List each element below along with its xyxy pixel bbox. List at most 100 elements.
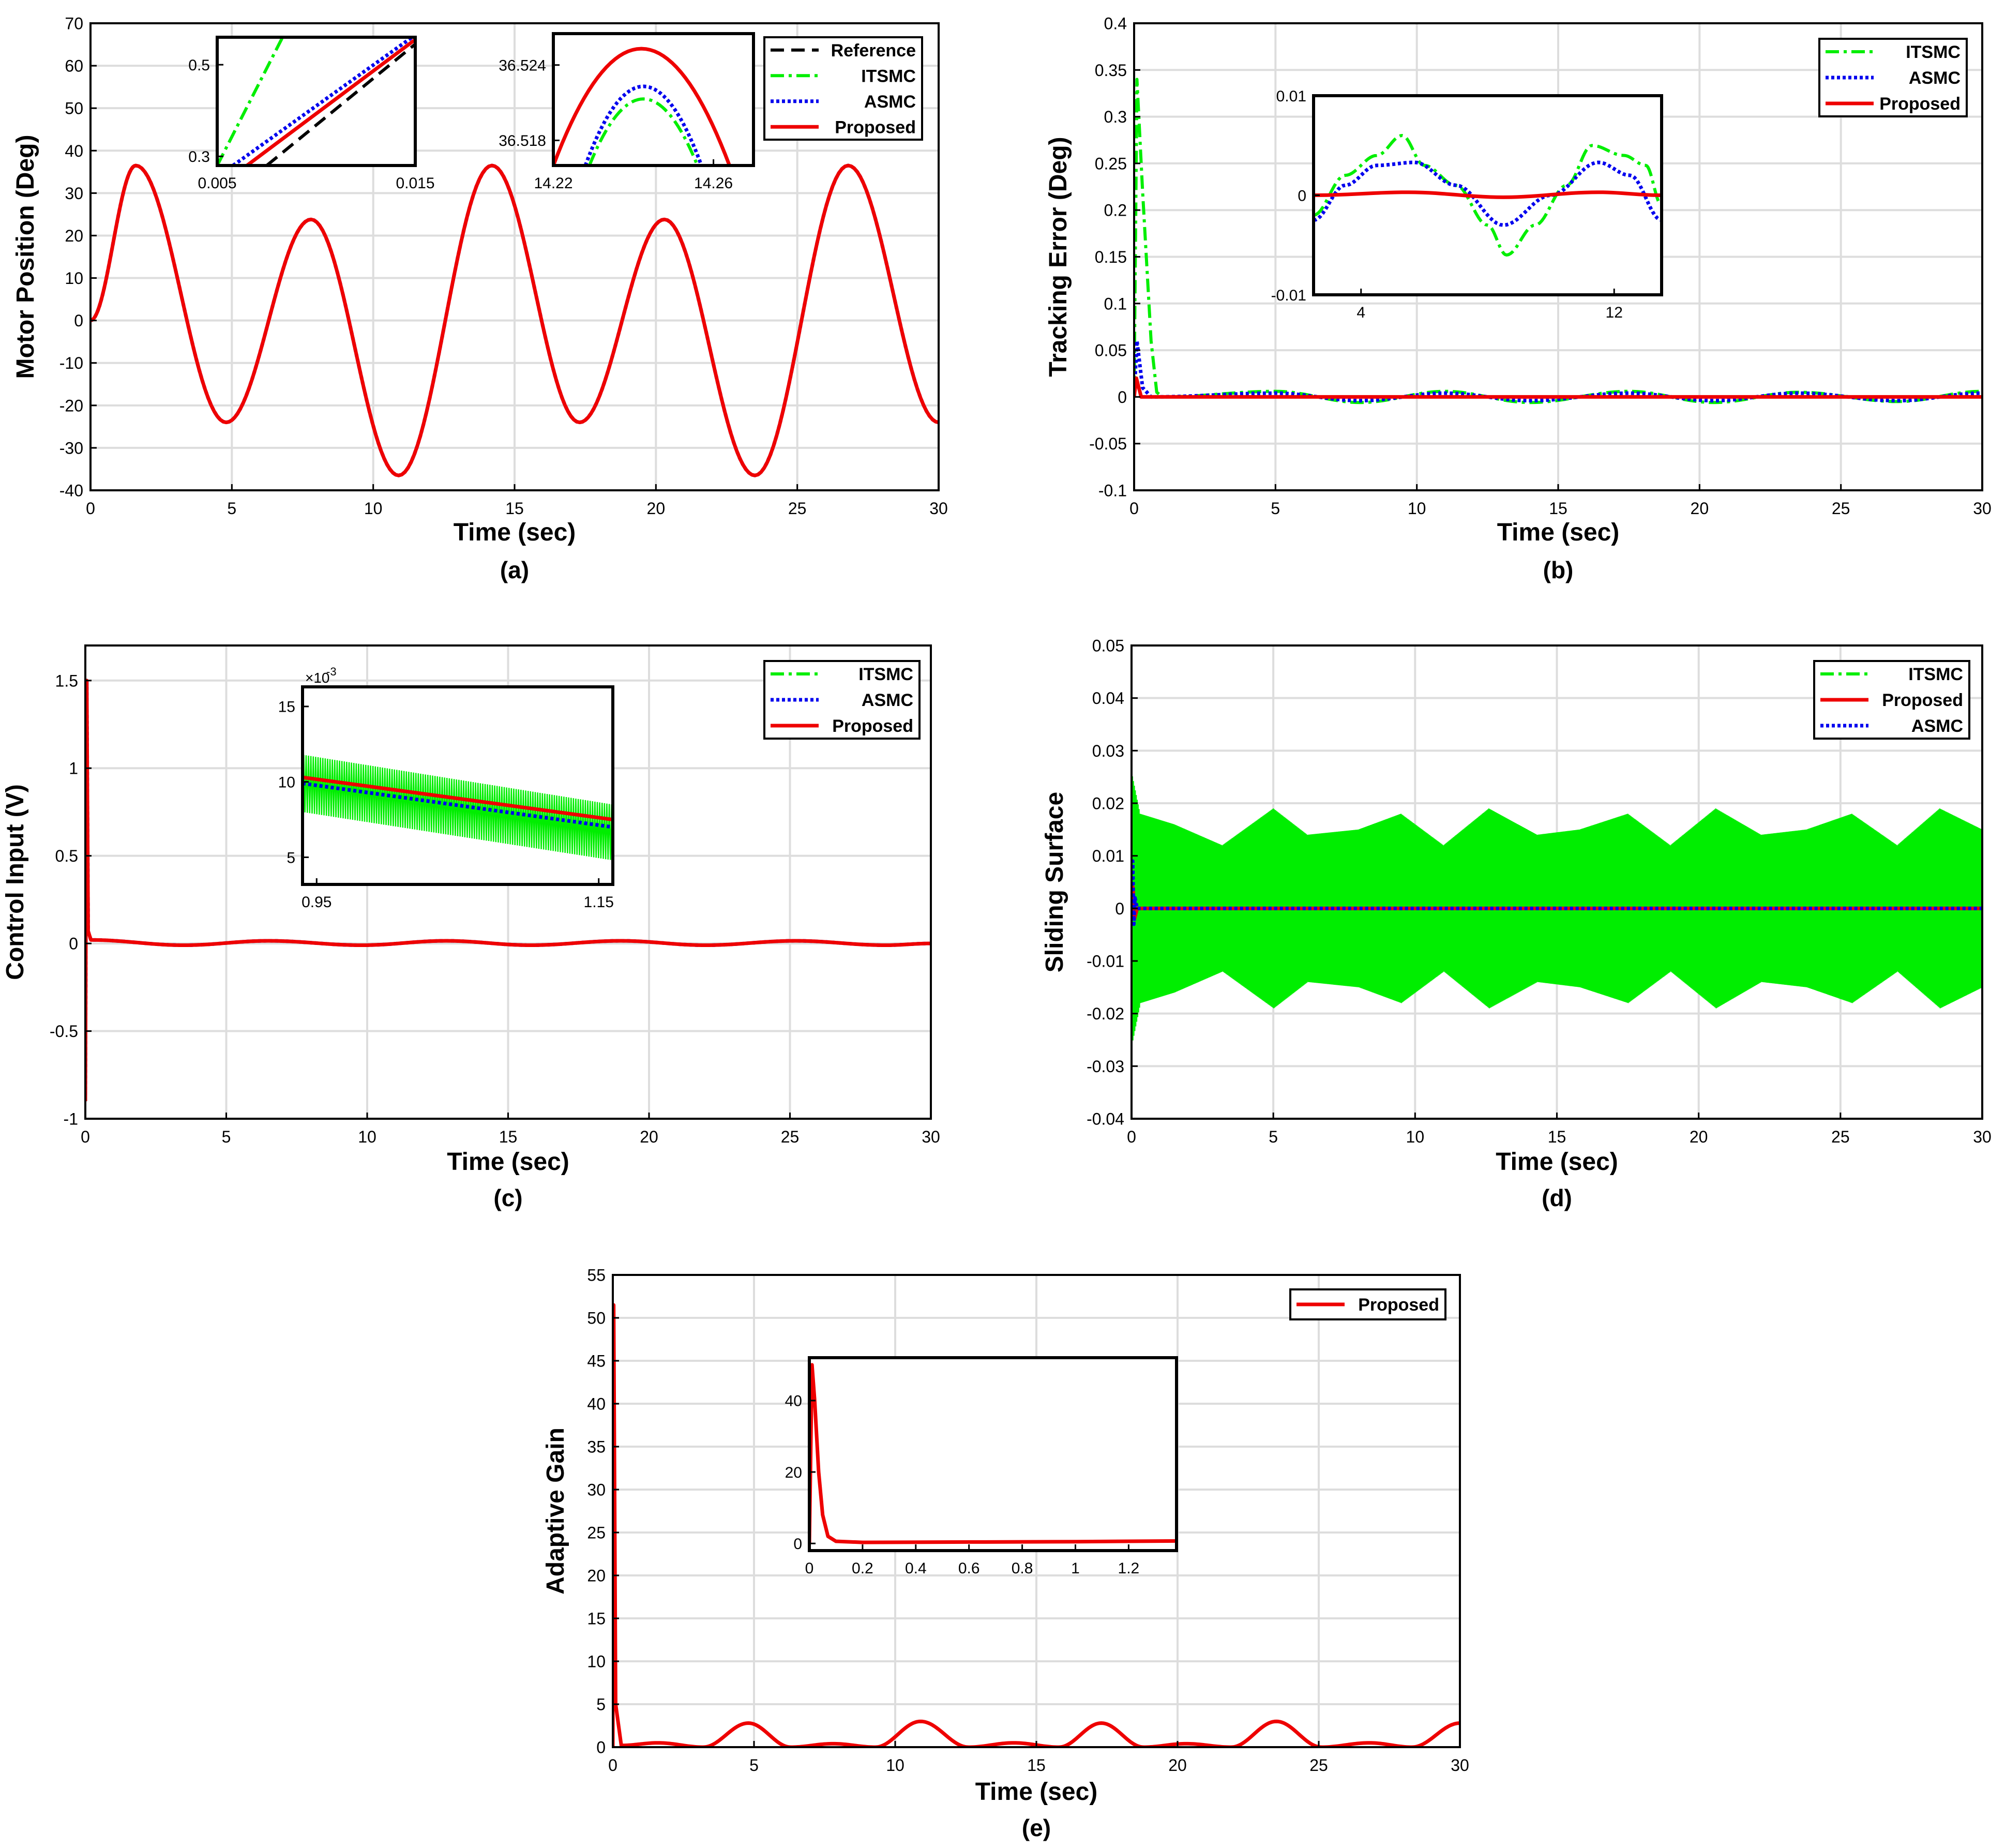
y-tick-label: 50 bbox=[587, 1309, 606, 1328]
y-tick-label: -30 bbox=[59, 439, 83, 457]
series-line-asmc bbox=[583, 84, 703, 166]
y-axis-label: Motor Position (Deg) bbox=[12, 135, 39, 379]
x-tick-label: 5 bbox=[749, 1756, 759, 1775]
y-tick-label: 0 bbox=[596, 1738, 606, 1757]
y-tick-label: 0.04 bbox=[1092, 689, 1124, 708]
series-line-proposed bbox=[553, 47, 731, 166]
x-tick-label: 12 bbox=[1606, 304, 1623, 321]
y-tick-label: 1 bbox=[69, 759, 78, 778]
x-tick-label: 15 bbox=[499, 1128, 518, 1146]
x-tick-label: 5 bbox=[1269, 1128, 1278, 1146]
y-tick-label: -0.01 bbox=[1271, 287, 1306, 304]
panel-caption: (b) bbox=[1543, 557, 1574, 583]
y-tick-label: -0.5 bbox=[50, 1022, 78, 1041]
legend-label-proposed: Proposed bbox=[1879, 94, 1961, 114]
panel-caption: (a) bbox=[500, 557, 529, 583]
y-tick-label: 25 bbox=[587, 1524, 606, 1542]
x-tick-label: 30 bbox=[1973, 499, 1992, 518]
y-tick-label: 50 bbox=[65, 99, 83, 118]
x-tick-label: 25 bbox=[788, 499, 807, 518]
inset-multiplier: ×10 bbox=[305, 670, 330, 686]
y-tick-label: 0.01 bbox=[1276, 88, 1306, 105]
x-tick-label: 0 bbox=[86, 499, 95, 518]
y-tick-label: 0.25 bbox=[1095, 154, 1127, 173]
x-tick-label: 25 bbox=[1831, 1128, 1850, 1146]
legend-label-asmc: ASMC bbox=[864, 92, 916, 112]
y-tick-label: -0.1 bbox=[1098, 482, 1127, 500]
series-line-proposed bbox=[303, 775, 613, 822]
x-tick-label: 1.15 bbox=[584, 894, 614, 911]
x-axis-label: Time (sec) bbox=[1496, 1148, 1618, 1176]
panel-a: 0 5 10 15 20 25 30 -40 -30 -20 -10 0 10 20 30 40 50 60 70 T… bbox=[12, 14, 948, 583]
y-tick-label: -20 bbox=[59, 396, 83, 415]
series-line-proposed bbox=[246, 38, 415, 166]
x-tick-label: 14.22 bbox=[534, 175, 572, 192]
y-tick-label: -0.04 bbox=[1087, 1110, 1124, 1129]
x-tick-label: 20 bbox=[647, 499, 666, 518]
x-tick-label: 5 bbox=[227, 499, 236, 518]
y-tick-label: -0.01 bbox=[1087, 952, 1124, 971]
y-tick-label: 70 bbox=[65, 14, 83, 33]
x-tick-label: 0.95 bbox=[301, 894, 331, 911]
y-axis-label: Sliding Surface bbox=[1041, 792, 1068, 972]
x-tick-label: 25 bbox=[1309, 1756, 1328, 1775]
x-tick-label: 1.2 bbox=[1118, 1560, 1140, 1577]
y-tick-label: -1 bbox=[64, 1110, 78, 1129]
y-tick-label: 10 bbox=[278, 774, 295, 791]
y-tick-label: 35 bbox=[587, 1438, 606, 1456]
x-tick-label: 30 bbox=[1451, 1756, 1469, 1775]
y-tick-label: 0.3 bbox=[1104, 108, 1127, 126]
legend-label-asmc: ASMC bbox=[1909, 68, 1961, 88]
panel-caption: (d) bbox=[1542, 1184, 1572, 1211]
x-tick-label: 30 bbox=[922, 1128, 940, 1146]
x-tick-label: 15 bbox=[1549, 499, 1567, 518]
plot-area bbox=[217, 37, 415, 166]
series-line-proposed bbox=[1314, 190, 1662, 199]
x-axis-label: Time (sec) bbox=[454, 519, 576, 546]
x-tick-label: 30 bbox=[929, 499, 948, 518]
series-line-proposed bbox=[91, 163, 939, 477]
x-tick-label: 14.26 bbox=[694, 175, 733, 192]
y-tick-label: 0.01 bbox=[1092, 847, 1124, 865]
x-tick-label: 25 bbox=[781, 1128, 800, 1146]
y-tick-label: 0.3 bbox=[188, 148, 210, 166]
y-tick-label: 60 bbox=[65, 57, 83, 76]
plot-area bbox=[809, 1358, 1177, 1551]
y-tick-label: 0.03 bbox=[1092, 742, 1124, 760]
series-line-itsmc bbox=[587, 97, 699, 166]
x-tick-label: 0 bbox=[608, 1756, 617, 1775]
y-tick-label: 30 bbox=[587, 1481, 606, 1499]
y-tick-label: 0.1 bbox=[1104, 294, 1127, 313]
x-axis-label: Time (sec) bbox=[975, 1778, 1098, 1806]
y-tick-label: 0 bbox=[793, 1536, 802, 1553]
y-tick-label: -0.02 bbox=[1087, 1004, 1124, 1023]
series-line-asmc bbox=[303, 782, 613, 829]
x-tick-label: 0.2 bbox=[852, 1560, 873, 1577]
series-line-itsmc bbox=[217, 37, 284, 166]
panel-c: 0 5 10 15 20 25 30 -1 -0.5 0 0.5 1 1.5 Time (sec) Cont… bbox=[2, 644, 940, 1211]
x-tick-label: 10 bbox=[886, 1756, 904, 1775]
legend-label-itsmc: ITSMC bbox=[1908, 665, 1963, 684]
series-line-proposed bbox=[613, 1303, 1460, 1747]
series-line-asmc bbox=[1132, 859, 1982, 926]
x-axis-label: Time (sec) bbox=[1497, 519, 1620, 546]
inset-a-1: 0.005 0.015 0.3 0.5 bbox=[188, 36, 435, 192]
panel-caption: (c) bbox=[493, 1184, 522, 1211]
x-tick-label: 5 bbox=[1271, 499, 1280, 518]
x-tick-label: 0 bbox=[1127, 1128, 1136, 1146]
y-tick-label: 0 bbox=[1115, 899, 1124, 918]
y-tick-label: 45 bbox=[587, 1352, 606, 1371]
series-line-reference bbox=[265, 42, 415, 166]
panel-b: 0 5 10 15 20 25 30 -0.1 -0.05 0 0.05 0.1 0.15 0.2 0.25… bbox=[1045, 14, 1992, 583]
y-tick-label: 0 bbox=[74, 311, 83, 330]
legend-label-reference: Reference bbox=[831, 41, 916, 61]
series-line-itsmc bbox=[1314, 134, 1662, 257]
x-tick-label: 10 bbox=[364, 499, 383, 518]
x-tick-label: 0 bbox=[805, 1560, 814, 1577]
y-tick-label: 0.5 bbox=[55, 847, 78, 865]
y-tick-label: 1.5 bbox=[55, 671, 78, 690]
y-tick-label: 0.15 bbox=[1095, 248, 1127, 266]
legend-label-proposed: Proposed bbox=[835, 117, 916, 137]
